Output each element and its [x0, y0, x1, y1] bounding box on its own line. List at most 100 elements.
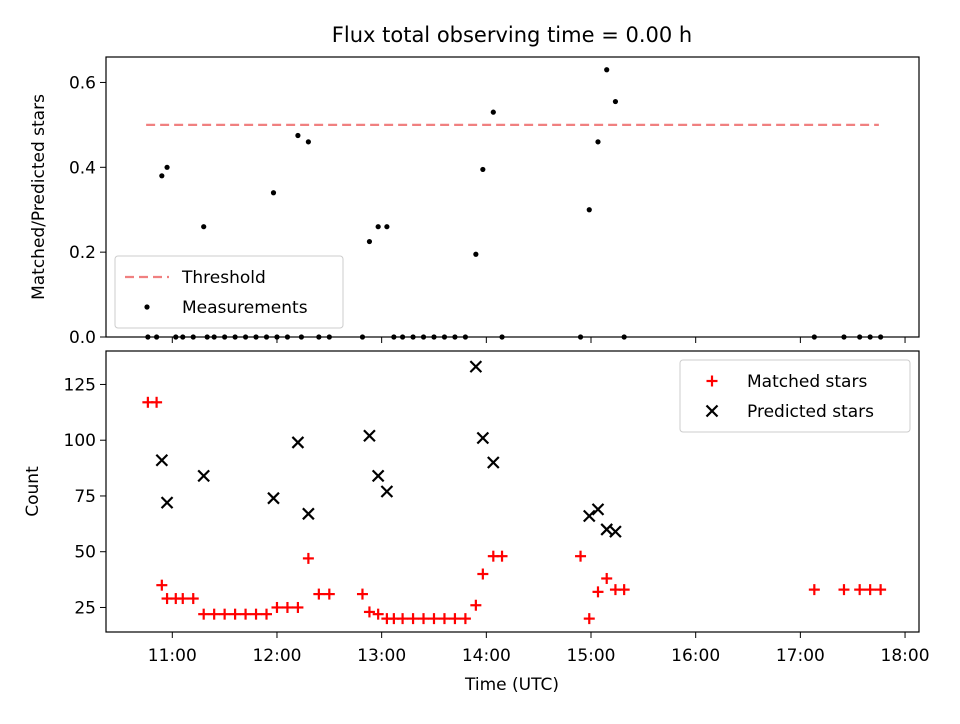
- data-point: [577, 334, 584, 340]
- legend-label: Threshold: [181, 268, 266, 288]
- data-point: [232, 334, 238, 340]
- marker-stroke: [487, 456, 500, 469]
- marker-stroke: [705, 404, 719, 418]
- marker-stroke: [155, 453, 169, 467]
- marker-stroke: [469, 360, 483, 373]
- matched-marker: [575, 550, 587, 562]
- legend: Threshold Measurements: [114, 255, 344, 329]
- predicted-marker: [160, 496, 174, 509]
- data-point: [242, 334, 249, 340]
- y-tick-label: 125: [64, 375, 96, 395]
- predicted-marker: [302, 507, 315, 521]
- marker-stroke: [160, 496, 174, 509]
- legend-swatch: [705, 404, 719, 418]
- data-point: [586, 207, 592, 213]
- legend-frame: [679, 359, 911, 433]
- matched-marker: [808, 584, 820, 596]
- matched-marker: [198, 608, 210, 620]
- data-point: [375, 224, 381, 230]
- data-point: [180, 334, 186, 340]
- x-tick-label: 11:00: [148, 646, 197, 666]
- legend-frame: [114, 255, 344, 329]
- matched-marker: [229, 608, 241, 620]
- predicted-marker: [155, 453, 169, 467]
- matched-marker: [854, 584, 866, 596]
- data-point: [316, 334, 322, 340]
- matched-marker: [477, 568, 489, 580]
- data-point: [153, 334, 160, 340]
- legend: Matched stars Predicted stars: [679, 359, 911, 433]
- data-point: [284, 334, 291, 340]
- matched-marker: [864, 584, 876, 596]
- matched-marker: [601, 572, 613, 584]
- predicted-marker: [609, 525, 622, 538]
- data-point: [441, 334, 448, 340]
- matched-marker: [875, 584, 887, 596]
- predicted-marker: [197, 469, 210, 483]
- matched-marker: [363, 606, 375, 618]
- series-predicted-stars: [155, 360, 622, 538]
- predicted-marker: [582, 509, 596, 523]
- data-point: [604, 67, 610, 73]
- series-matched-stars: [142, 396, 887, 625]
- data-point: [253, 334, 259, 340]
- matched-marker: [428, 613, 440, 625]
- matched-marker: [292, 601, 304, 613]
- marker-stroke: [371, 469, 385, 483]
- series-measurements: [145, 67, 884, 340]
- data-point: [452, 334, 458, 340]
- marker-stroke: [363, 429, 376, 443]
- marker-stroke: [582, 509, 596, 523]
- marker-stroke: [197, 469, 210, 483]
- data-point: [399, 334, 406, 340]
- matched-marker: [449, 613, 461, 625]
- legend-swatch: [144, 304, 150, 310]
- legend-swatch: [706, 375, 718, 387]
- predicted-marker: [363, 429, 376, 443]
- data-point: [811, 334, 817, 340]
- matched-marker: [271, 601, 283, 613]
- data-point: [359, 334, 366, 340]
- matched-marker: [372, 608, 384, 620]
- data-point: [201, 224, 207, 230]
- data-point: [878, 334, 884, 340]
- data-point: [595, 139, 601, 145]
- data-point: [431, 334, 437, 340]
- marker-stroke: [267, 491, 280, 505]
- figure-title: Flux total observing time = 0.00 h: [332, 23, 692, 47]
- data-point: [384, 224, 390, 230]
- x-tick-label: 12:00: [252, 646, 301, 666]
- matched-marker: [240, 608, 252, 620]
- y-tick-label: 0.0: [69, 328, 96, 348]
- plot-frame: [105, 56, 920, 338]
- x-tick-label: 14:00: [462, 646, 511, 666]
- data-point: [621, 334, 627, 340]
- data-point: [145, 334, 151, 340]
- predicted-marker: [476, 431, 490, 445]
- matched-marker: [302, 552, 314, 564]
- data-point: [473, 251, 479, 257]
- x-tick-label: 16:00: [671, 646, 720, 666]
- data-point: [612, 98, 619, 105]
- data-point: [270, 190, 277, 196]
- data-point: [263, 334, 270, 340]
- ratio-panel: 0.0 0.2 0.4 0.6 Matched/Predicted stars Thres…: [29, 56, 920, 348]
- marker-stroke: [380, 485, 394, 498]
- data-point: [305, 139, 311, 145]
- data-point: [211, 334, 217, 340]
- matched-marker: [838, 584, 850, 596]
- data-point: [480, 166, 486, 173]
- data-point: [462, 334, 468, 340]
- predicted-marker: [380, 485, 394, 498]
- plot-frame: [105, 350, 920, 633]
- predicted-marker: [487, 456, 500, 469]
- marker-stroke: [591, 503, 605, 516]
- x-tick-label: 15:00: [567, 646, 616, 666]
- x-axis-label: Time (UTC): [464, 675, 559, 695]
- matched-marker: [250, 608, 262, 620]
- matched-marker: [459, 613, 471, 625]
- y-tick-label: 0.4: [69, 158, 96, 178]
- data-point: [490, 109, 496, 115]
- data-point: [173, 334, 179, 340]
